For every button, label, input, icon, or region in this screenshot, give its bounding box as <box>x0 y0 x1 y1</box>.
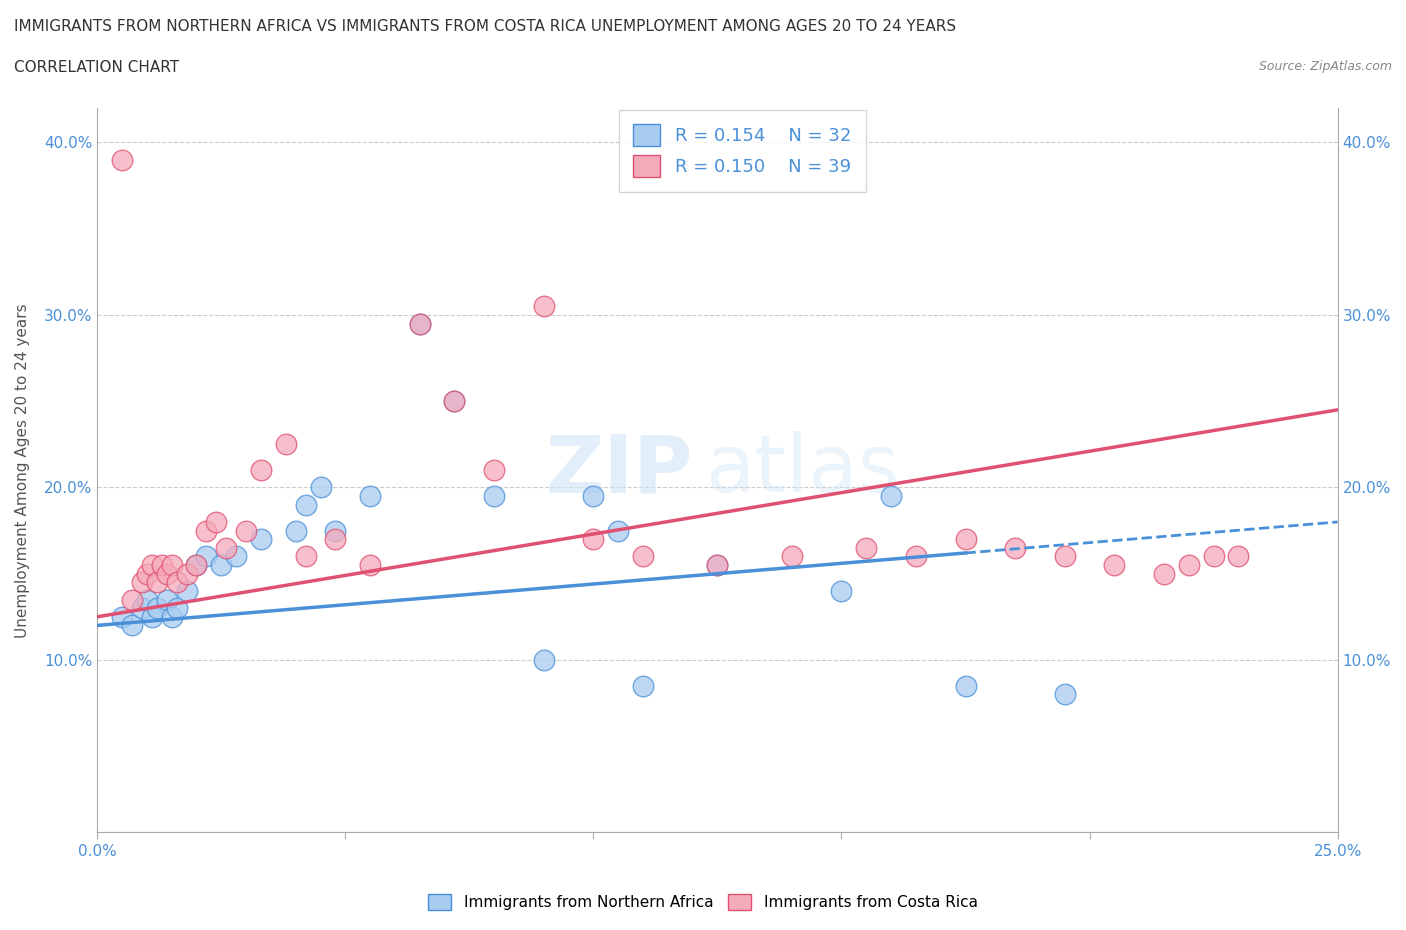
Point <box>631 678 654 693</box>
Point <box>325 532 347 547</box>
Point <box>1178 558 1201 573</box>
Point <box>780 549 803 564</box>
Y-axis label: Unemployment Among Ages 20 to 24 years: Unemployment Among Ages 20 to 24 years <box>15 303 30 637</box>
Point <box>150 558 173 573</box>
Point <box>176 583 198 598</box>
Point <box>274 437 297 452</box>
Point <box>135 566 157 581</box>
Point <box>186 558 208 573</box>
Point <box>309 480 332 495</box>
Point <box>250 532 273 547</box>
Point <box>121 592 143 607</box>
Point <box>482 488 505 503</box>
Point <box>146 601 169 616</box>
Legend: Immigrants from Northern Africa, Immigrants from Costa Rica: Immigrants from Northern Africa, Immigra… <box>420 886 986 918</box>
Point <box>443 393 465 408</box>
Point <box>195 523 218 538</box>
Point <box>533 653 555 668</box>
Text: CORRELATION CHART: CORRELATION CHART <box>14 60 179 75</box>
Point <box>607 523 630 538</box>
Point <box>1053 549 1076 564</box>
Point <box>1004 540 1026 555</box>
Point <box>121 618 143 632</box>
Point <box>186 558 208 573</box>
Point <box>1053 687 1076 702</box>
Point <box>156 592 179 607</box>
Point <box>225 549 247 564</box>
Point <box>706 558 728 573</box>
Point <box>855 540 877 555</box>
Point <box>141 558 163 573</box>
Point <box>359 558 381 573</box>
Text: atlas: atlas <box>704 432 900 510</box>
Point <box>582 532 605 547</box>
Point <box>955 532 977 547</box>
Point <box>215 540 238 555</box>
Point <box>359 488 381 503</box>
Point <box>582 488 605 503</box>
Point <box>284 523 307 538</box>
Point <box>1227 549 1250 564</box>
Point <box>1153 566 1175 581</box>
Point <box>706 558 728 573</box>
Point <box>482 463 505 478</box>
Legend: R = 0.154    N = 32, R = 0.150    N = 39: R = 0.154 N = 32, R = 0.150 N = 39 <box>619 110 866 192</box>
Point <box>166 601 188 616</box>
Point <box>830 583 852 598</box>
Point <box>443 393 465 408</box>
Point <box>209 558 232 573</box>
Point <box>156 566 179 581</box>
Point <box>631 549 654 564</box>
Point <box>131 601 153 616</box>
Point <box>955 678 977 693</box>
Point <box>135 592 157 607</box>
Point <box>1104 558 1126 573</box>
Point <box>111 609 134 624</box>
Point <box>409 316 432 331</box>
Text: Source: ZipAtlas.com: Source: ZipAtlas.com <box>1258 60 1392 73</box>
Point <box>131 575 153 590</box>
Point <box>904 549 927 564</box>
Point <box>176 566 198 581</box>
Point <box>409 316 432 331</box>
Point <box>141 609 163 624</box>
Point <box>160 558 183 573</box>
Text: IMMIGRANTS FROM NORTHERN AFRICA VS IMMIGRANTS FROM COSTA RICA UNEMPLOYMENT AMONG: IMMIGRANTS FROM NORTHERN AFRICA VS IMMIG… <box>14 19 956 33</box>
Text: ZIP: ZIP <box>546 432 693 510</box>
Point <box>880 488 903 503</box>
Point <box>294 549 316 564</box>
Point <box>294 498 316 512</box>
Point <box>166 575 188 590</box>
Point <box>325 523 347 538</box>
Point <box>195 549 218 564</box>
Point <box>111 153 134 167</box>
Point <box>235 523 257 538</box>
Point <box>205 514 228 529</box>
Point <box>1202 549 1225 564</box>
Point <box>533 299 555 313</box>
Point <box>160 609 183 624</box>
Point <box>250 463 273 478</box>
Point <box>146 575 169 590</box>
